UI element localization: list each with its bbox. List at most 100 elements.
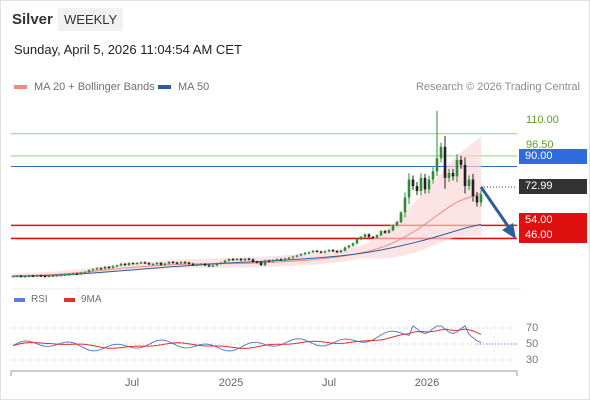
candle [203,263,207,266]
candle [75,273,79,275]
level-96-label: 96.50 [526,139,554,151]
bollinger-swatch [14,85,27,89]
candle [255,261,259,263]
x-tick-jul-2024: Jul [124,377,140,389]
candle [415,186,419,191]
candle [123,263,127,266]
candle [319,251,323,253]
candle [383,231,387,233]
candle [267,260,271,262]
candle [19,275,23,278]
candle [379,231,383,236]
rsi-swatch [14,297,25,302]
timestamp: Sunday, April 5, 2026 11:04:54 AM CET [14,42,242,57]
rsi-ma-swatch [64,297,75,302]
candle [59,274,63,277]
candle [31,275,35,277]
candle [283,258,287,260]
candle [175,262,179,264]
candle [431,171,435,180]
level-90-tag: 90.00 [519,149,587,164]
candle [451,173,455,177]
candle [131,263,135,265]
candle [159,263,163,265]
legend-9ma: 9MA [64,294,102,305]
legend-ma50: MA 50 [158,81,209,93]
candle [479,194,483,203]
candle [435,158,439,172]
candle [55,275,59,277]
candle [231,259,235,261]
ma20-line [12,193,482,277]
candle [455,159,459,177]
candles [11,110,483,278]
candle [103,266,107,269]
candle [339,250,343,253]
candle [371,236,375,239]
candle [223,260,227,263]
candle [287,257,291,259]
candle [95,268,99,270]
legend-9ma-label: 9MA [81,294,102,305]
candle [375,235,379,238]
candle [359,236,363,240]
candle [303,252,307,255]
last-price-tag: 72.99 [519,179,587,194]
candle [71,273,75,275]
candle [171,262,175,264]
candle [279,259,283,261]
instrument-title: Silver [12,11,53,28]
candle [427,179,431,190]
candle [91,269,95,271]
candle [403,197,407,213]
candle [243,258,247,261]
candle [183,262,187,264]
candle [51,275,55,277]
candle [391,225,395,231]
candle [295,255,299,257]
candle [399,212,403,223]
candle [23,276,27,278]
candle [11,276,15,278]
rsi-tick-70: 70 [526,322,539,334]
candle [199,263,203,266]
candle [155,263,159,265]
candle [87,270,91,273]
candle [347,245,351,248]
candle [27,275,31,277]
legend-rsi-label: RSI [31,294,48,305]
candle [475,195,479,203]
level-46-tag: 46.00 [519,228,587,243]
candle [471,179,475,196]
rsi-ma9-line [12,328,482,349]
candle [147,263,151,265]
candle [459,159,463,165]
candle [187,262,191,264]
candle [331,250,335,252]
candle [343,247,347,251]
ma50-line [12,223,482,277]
candle [311,250,315,253]
candle [63,274,67,276]
candle [83,272,87,274]
candle [307,252,311,254]
candle [259,262,263,265]
candle [247,258,251,260]
ma50-swatch [158,85,171,89]
forecast-arrowhead [502,223,516,239]
candle [363,234,367,237]
candle [271,260,275,262]
candle [115,265,119,267]
x-tick-jul-2025: Jul [321,377,337,389]
candle [39,275,43,277]
forecast-arrow [479,186,512,230]
candle [227,259,231,261]
candle [127,263,131,265]
candle [163,263,167,265]
candle [351,243,355,246]
period-button[interactable]: WEEKLY [58,8,124,31]
candle [387,230,391,233]
candle [407,179,411,198]
legend-ma50-label: MA 50 [178,81,210,93]
